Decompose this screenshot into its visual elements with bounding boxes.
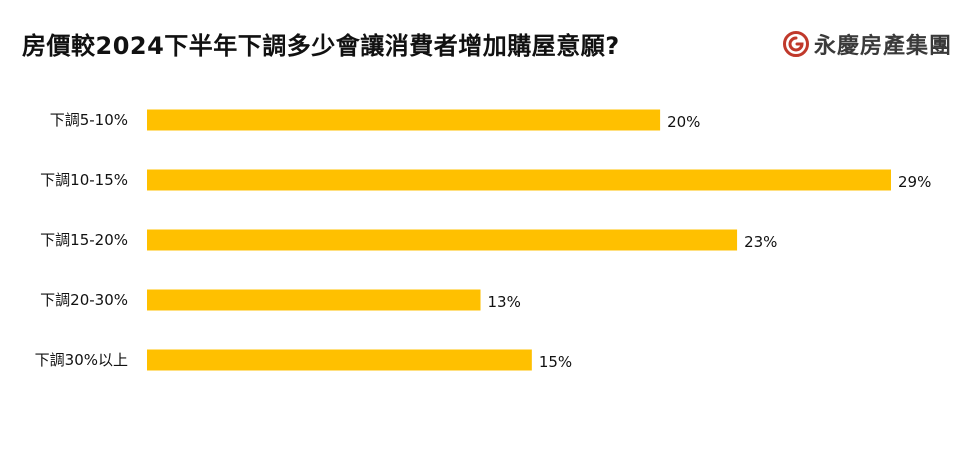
value-label: 29% — [898, 173, 931, 191]
category-label: 下調30%以上 — [35, 351, 128, 369]
chart-title: 房價較2024下半年下調多少會讓消費者增加購屋意願? — [22, 32, 620, 60]
bar — [147, 229, 738, 251]
yungching-logo-icon — [782, 31, 809, 57]
bar — [147, 349, 532, 371]
category-label: 下調5-10% — [50, 111, 128, 129]
bar — [147, 289, 481, 311]
value-label: 15% — [539, 353, 572, 371]
brand-logo: 永慶房產集團 — [782, 28, 952, 60]
category-label: 下調20-30% — [40, 291, 128, 309]
bar — [147, 109, 661, 131]
category-label: 下調10-15% — [40, 171, 128, 189]
bar — [147, 169, 891, 191]
value-label: 23% — [744, 233, 777, 251]
value-label: 13% — [488, 293, 521, 311]
value-label: 20% — [667, 113, 700, 131]
category-label: 下調15-20% — [40, 231, 128, 249]
brand-name: 永慶房產集團 — [813, 34, 952, 59]
